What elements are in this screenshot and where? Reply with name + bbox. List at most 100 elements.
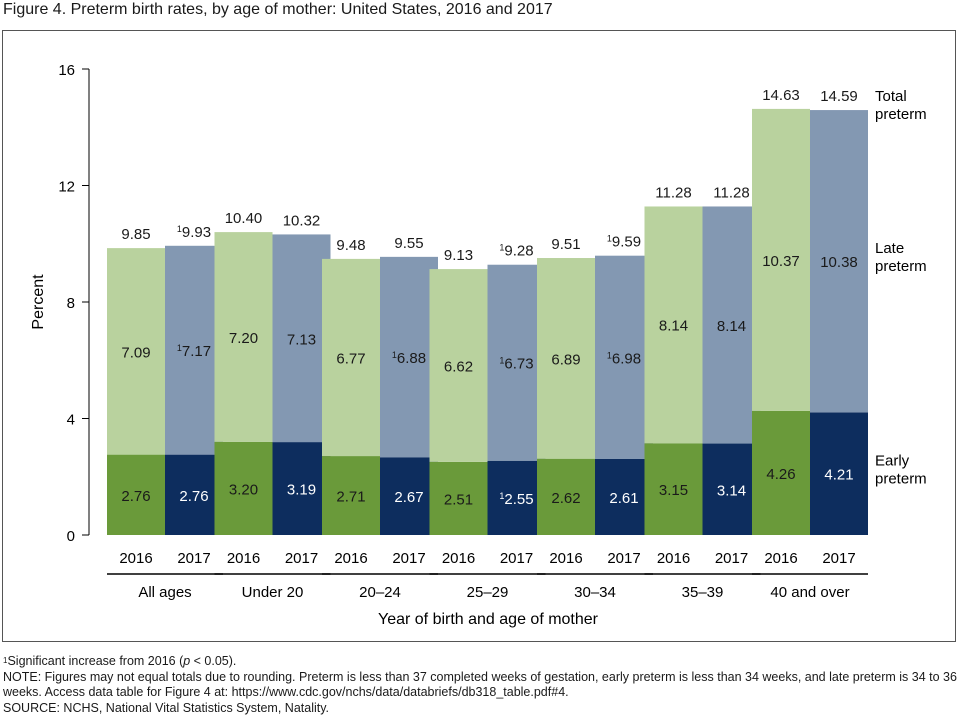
label-late-preterm: 16.88 xyxy=(392,350,426,367)
label-total-preterm: 10.32 xyxy=(283,212,321,229)
significance-marker: 1 xyxy=(607,234,612,244)
x-group-label: All ages xyxy=(138,584,191,601)
bar-late-preterm xyxy=(595,255,653,459)
x-year-label: 2017 xyxy=(715,550,748,567)
label-late-preterm: 8.14 xyxy=(717,318,746,335)
bar-late-preterm xyxy=(165,245,223,455)
bar-late-preterm xyxy=(752,108,810,411)
chart-frame: 0 4 8 12 16 Percent 2.76 7.09 9.85 2016 2.76 17.17 1… xyxy=(2,30,956,642)
stack-label-line: Early xyxy=(875,453,910,470)
label-total-preterm: 9.55 xyxy=(394,235,423,252)
label-total-preterm: 14.63 xyxy=(762,87,800,104)
x-year-label: 2016 xyxy=(549,550,582,567)
x-year-label: 2017 xyxy=(392,550,425,567)
label-early-preterm: 2.67 xyxy=(394,489,423,506)
label-total-preterm: 11.28 xyxy=(713,184,749,201)
value-text: 6.73 xyxy=(504,356,533,373)
footnote-marker: 1 xyxy=(3,656,8,665)
label-late-preterm: 8.14 xyxy=(659,318,688,335)
significance-marker: 1 xyxy=(392,350,397,360)
note-text: NOTE: Figures may not equal totals due t… xyxy=(3,669,957,700)
significance-marker: 1 xyxy=(499,491,504,501)
y-tick-label: 8 xyxy=(67,295,75,312)
stack-label: Late preterm xyxy=(875,240,927,275)
significance-marker: 1 xyxy=(607,350,612,360)
stack-label-line: preterm xyxy=(875,471,927,488)
x-year-label: 2016 xyxy=(442,550,475,567)
label-early-preterm: 2.76 xyxy=(121,488,150,505)
label-early-preterm: 4.21 xyxy=(824,467,853,484)
figure-title: Figure 4. Preterm birth rates, by age of… xyxy=(3,1,553,18)
label-total-preterm: 9.85 xyxy=(121,226,150,243)
significance-marker: 1 xyxy=(499,243,504,253)
label-early-preterm: 2.51 xyxy=(444,491,473,508)
label-total-preterm: 19.93 xyxy=(177,224,211,241)
x-year-label: 2016 xyxy=(227,550,260,567)
bar-late-preterm xyxy=(107,248,165,455)
label-late-preterm: 6.89 xyxy=(551,351,580,368)
label-early-preterm: 3.20 xyxy=(229,481,258,498)
x-group-label: 35–39 xyxy=(682,584,724,601)
value-text: 7.17 xyxy=(182,343,211,360)
x-year-label: 2017 xyxy=(177,550,210,567)
stack-label: Early preterm xyxy=(875,453,927,488)
label-late-preterm: 16.73 xyxy=(499,356,533,373)
significance-footnote: 1Significant increase from 2016 (p < 0.0… xyxy=(3,654,958,670)
label-early-preterm: 2.62 xyxy=(551,490,580,507)
label-late-preterm: 10.37 xyxy=(762,253,800,270)
stack-label-line: Late xyxy=(875,240,904,257)
value-text: 6.88 xyxy=(397,350,426,367)
label-early-preterm: 3.14 xyxy=(717,482,746,499)
bar-early-preterm xyxy=(644,443,703,535)
value-text: 9.93 xyxy=(182,224,211,241)
value-text: 2.55 xyxy=(504,491,533,508)
x-year-label: 2016 xyxy=(334,550,367,567)
significance-marker: 1 xyxy=(499,356,504,366)
significance-marker: 1 xyxy=(177,343,182,353)
footnotes: 1Significant increase from 2016 (p < 0.0… xyxy=(3,654,958,716)
bar-late-preterm xyxy=(429,269,488,462)
bar-early-preterm xyxy=(272,442,331,535)
label-late-preterm: 7.13 xyxy=(287,331,316,348)
x-group-label: 40 and over xyxy=(770,584,849,601)
bar-early-preterm xyxy=(487,460,546,535)
x-axis-title: Year of birth and age of mother xyxy=(378,611,599,628)
bar-early-preterm xyxy=(702,443,761,535)
bar-late-preterm xyxy=(702,206,761,444)
bar-late-preterm xyxy=(537,258,595,459)
label-early-preterm: 3.15 xyxy=(659,482,688,499)
stack-label: Total preterm xyxy=(875,88,927,123)
footnote-sig-tail: < 0.05). xyxy=(190,654,237,668)
value-text: 9.59 xyxy=(612,234,641,251)
bar-late-preterm xyxy=(644,206,703,444)
bar-late-preterm xyxy=(380,256,438,458)
x-year-label: 2017 xyxy=(500,550,533,567)
y-tick-label: 12 xyxy=(58,179,75,196)
x-year-label: 2017 xyxy=(822,550,855,567)
x-year-label: 2017 xyxy=(285,550,318,567)
bar-early-preterm xyxy=(429,461,488,535)
label-early-preterm: 2.76 xyxy=(179,488,208,505)
bar-early-preterm xyxy=(752,410,810,535)
value-text: 6.98 xyxy=(612,350,641,367)
x-year-label: 2016 xyxy=(119,550,152,567)
label-late-preterm: 7.09 xyxy=(121,344,150,361)
label-total-preterm: 9.48 xyxy=(336,237,365,254)
bar-late-preterm xyxy=(322,258,380,457)
x-year-label: 2017 xyxy=(607,550,640,567)
label-total-preterm: 19.28 xyxy=(499,243,533,260)
bar-early-preterm xyxy=(322,456,380,535)
label-total-preterm: 10.40 xyxy=(225,210,263,227)
bar-late-preterm xyxy=(272,234,331,443)
stack-label-line: preterm xyxy=(875,106,927,123)
label-total-preterm: 19.59 xyxy=(607,234,641,251)
significance-marker: 1 xyxy=(177,224,182,234)
bar-early-preterm xyxy=(214,441,273,535)
label-total-preterm: 14.59 xyxy=(820,88,858,105)
value-text: 9.28 xyxy=(504,243,533,260)
bar-late-preterm xyxy=(487,264,546,461)
source-text: SOURCE: NCHS, National Vital Statistics … xyxy=(3,700,330,715)
label-early-preterm: 2.71 xyxy=(336,489,365,506)
bar-early-preterm xyxy=(537,458,595,535)
label-late-preterm: 6.62 xyxy=(444,358,473,375)
